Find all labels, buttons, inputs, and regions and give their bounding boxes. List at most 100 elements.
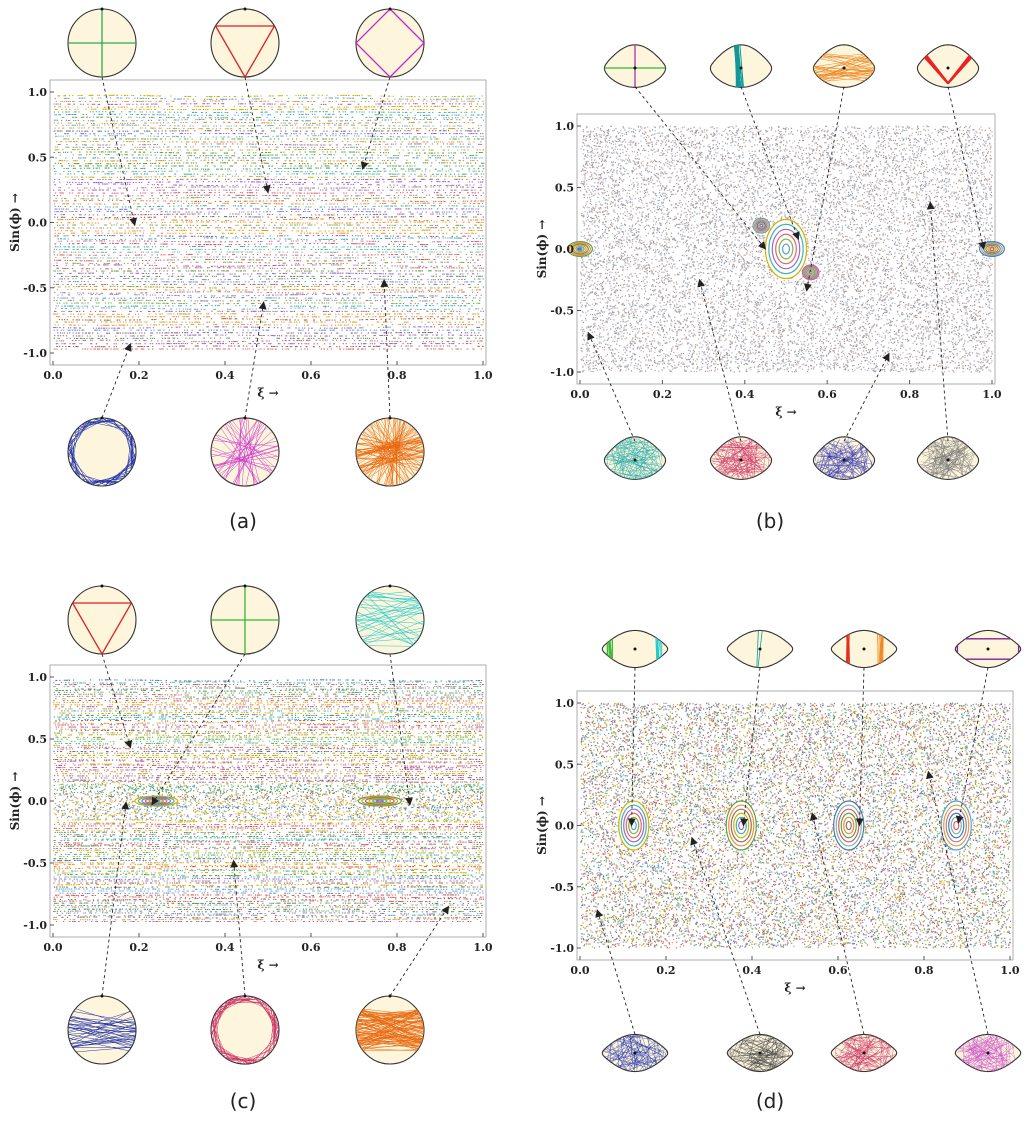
bottom-inset — [830, 1033, 898, 1073]
bottom-inset — [916, 436, 980, 480]
orbit-trajectory — [356, 9, 424, 77]
start-point — [842, 458, 846, 462]
start-point — [633, 458, 637, 462]
start-point — [739, 66, 743, 70]
y-tick-label: -1.0 — [550, 942, 574, 955]
pointer-arrow — [101, 342, 132, 419]
orbit-trajectory — [356, 589, 424, 650]
top-inset — [210, 584, 280, 655]
x-tick-label: 0.6 — [828, 964, 847, 977]
x-tick-label: 0.4 — [735, 388, 754, 401]
bottom-inset — [67, 416, 137, 487]
table-outline — [603, 436, 667, 480]
island — [752, 217, 771, 234]
top-inset — [67, 7, 137, 78]
orbit-trajectory — [606, 630, 664, 668]
y-axis-label: Sin(ϕ) → — [535, 796, 549, 855]
island — [357, 795, 402, 807]
orbit-trajectory — [211, 995, 280, 1065]
bottom-inset — [355, 416, 425, 487]
pointer-arrow — [809, 812, 865, 1035]
island — [833, 800, 865, 851]
pointer-arrow — [627, 667, 636, 827]
bottom-inset — [954, 1033, 1022, 1073]
top-inset — [601, 629, 669, 669]
x-tick-label: 0.6 — [818, 388, 837, 401]
bottom-inset — [726, 1033, 794, 1073]
pointer-arrow — [230, 859, 246, 997]
island — [725, 800, 757, 851]
top-inset — [726, 629, 794, 669]
start-point — [633, 647, 637, 651]
y-tick-label: 0.5 — [28, 733, 47, 746]
table-outline — [67, 585, 137, 655]
island — [940, 800, 972, 851]
x-axis-label: ξ → — [775, 405, 796, 419]
pointer-arrow — [947, 86, 987, 250]
phase-space-points — [53, 679, 485, 923]
y-tick-label: -1.0 — [23, 347, 47, 360]
orbit-trajectory — [68, 9, 136, 77]
bottom-inset — [210, 416, 280, 487]
y-tick-label: -0.5 — [23, 857, 47, 870]
x-tick-label: 0.2 — [129, 941, 148, 954]
pointer-arrow — [634, 86, 767, 250]
phase-space-points — [53, 94, 485, 350]
top-inset — [709, 44, 773, 88]
x-axis-label: ξ → — [257, 958, 278, 972]
panel-b: 0.0 0.2 0.4 0.6 0.8 1.0 -1.0 -0.5 0.0 0.5 1.0 ξ → Si… — [535, 44, 1005, 533]
bottom-inset — [603, 436, 667, 480]
y-axis-label: Sin(ϕ) → — [8, 772, 22, 831]
start-point — [946, 458, 950, 462]
table-outline — [709, 44, 773, 88]
top-inset — [603, 44, 667, 88]
panel-a: 0.0 0.2 0.4 0.6 0.8 1.0 -1.0 -0.5 0.0 0.5 1.0 ξ → Si… — [8, 7, 493, 533]
table-outline — [355, 8, 425, 78]
x-tick-label: 0.0 — [43, 369, 62, 382]
x-axis-label: ξ → — [257, 386, 278, 400]
pointer-arrow — [244, 301, 267, 419]
y-tick-label: 0.5 — [555, 182, 574, 195]
x-tick-label: 1.0 — [473, 369, 492, 382]
y-tick-label: -0.5 — [550, 881, 574, 894]
pointer-arrow — [855, 667, 865, 827]
x-tick-label: 0.0 — [570, 388, 589, 401]
bottom-inset — [709, 436, 773, 480]
x-tick-label: 1.0 — [473, 941, 492, 954]
bottom-inset — [355, 994, 425, 1065]
x-tick-label: 0.8 — [387, 369, 406, 382]
x-tick-label: 0.4 — [742, 964, 761, 977]
start-point — [100, 7, 104, 11]
y-tick-label: -1.0 — [550, 366, 574, 379]
orbit-trajectory — [214, 25, 276, 78]
y-axis-label: Sin(ϕ) → — [535, 220, 549, 279]
pointer-arrow — [843, 352, 890, 442]
x-tick-label: 0.0 — [570, 964, 589, 977]
top-inset — [355, 7, 425, 78]
orbit-trajectory — [813, 436, 875, 480]
x-tick-label: 0.8 — [900, 388, 919, 401]
panel-caption: (c) — [230, 1089, 257, 1113]
table-outline — [67, 417, 137, 487]
top-inset — [210, 7, 280, 78]
phase-space-points — [580, 125, 994, 373]
x-tick-label: 0.0 — [43, 941, 62, 954]
y-axis-label: Sin(ϕ) → — [8, 193, 22, 252]
x-tick-label: 0.4 — [215, 941, 234, 954]
start-point — [986, 647, 990, 651]
orbit-trajectory — [917, 50, 979, 84]
orbit-trajectory — [211, 417, 279, 487]
y-tick-label: -0.5 — [23, 282, 47, 295]
table-outline — [210, 417, 280, 487]
orbit-trajectory — [68, 418, 136, 486]
x-tick-label: 1.0 — [982, 388, 1001, 401]
island — [618, 800, 650, 851]
x-tick-label: 0.2 — [653, 388, 672, 401]
x-tick-label: 1.0 — [1000, 964, 1019, 977]
y-tick-label: 0.0 — [555, 820, 574, 833]
y-tick-label: 1.0 — [28, 671, 47, 684]
orbit-trajectory — [956, 638, 1020, 660]
x-tick-label: 0.2 — [656, 964, 675, 977]
pointer-arrow — [925, 770, 989, 1035]
y-tick-label: 1.0 — [555, 697, 574, 710]
